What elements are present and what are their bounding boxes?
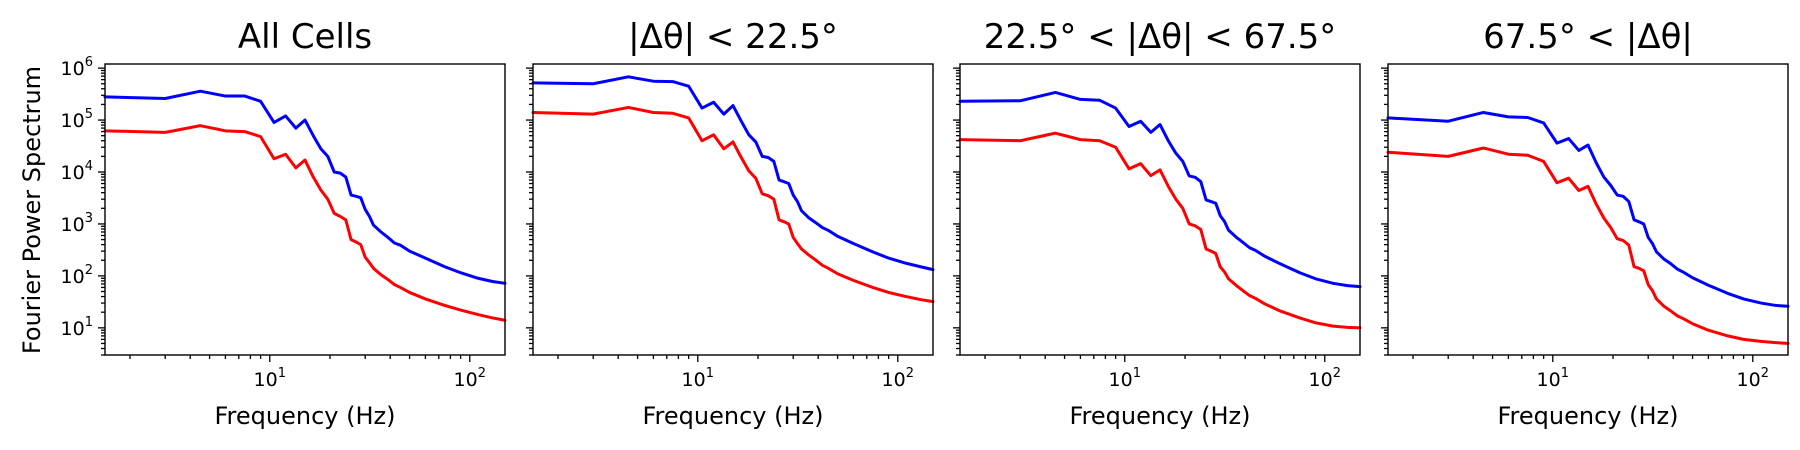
- series-line-blue: [531, 75, 935, 272]
- y-tick-label: 106: [61, 55, 93, 80]
- y-tick-label: 102: [61, 263, 93, 288]
- x-tick-label: 101: [1109, 366, 1141, 391]
- series-line-red: [531, 105, 935, 304]
- panel-2: |Δθ| < 22.5° 101 102 Frequency (Hz): [526, 17, 935, 430]
- series-line-red: [103, 124, 507, 322]
- plot-frame: [1387, 63, 1789, 356]
- series-line-blue: [958, 90, 1362, 289]
- panels: All Cells 101 102 103 104 105 106 101 102 Frequen…: [61, 17, 1790, 430]
- y-axis-label: Fourier Power Spectrum: [18, 66, 46, 354]
- series-line-red: [958, 131, 1362, 330]
- y-tick-label: 104: [61, 159, 93, 184]
- panel-4: 67.5° < |Δθ| 101 102 Frequency (Hz): [1381, 17, 1790, 430]
- panel-title: All Cells: [238, 17, 372, 57]
- x-tick-label: 102: [1737, 366, 1769, 391]
- panel-title: |Δθ| < 22.5°: [628, 17, 838, 57]
- series-line-blue: [1386, 110, 1790, 308]
- x-axis-label: Frequency (Hz): [643, 402, 824, 430]
- plot-frame: [959, 63, 1361, 356]
- panel-title: 22.5° < |Δθ| < 67.5°: [984, 17, 1337, 57]
- x-axis-label: Frequency (Hz): [1498, 402, 1679, 430]
- x-tick-label: 102: [1309, 366, 1341, 391]
- x-tick-label: 101: [682, 366, 714, 391]
- x-tick-label: 102: [454, 366, 486, 391]
- x-axis-label: Frequency (Hz): [1070, 402, 1251, 430]
- x-tick-label: 101: [1537, 366, 1569, 391]
- y-tick-label: 101: [61, 315, 93, 340]
- panel-3: 22.5° < |Δθ| < 67.5° 101 102 Frequency (Hz): [953, 17, 1362, 430]
- y-tick-label: 105: [61, 107, 93, 132]
- plot-frame: [104, 63, 506, 356]
- series-line-blue: [103, 89, 507, 285]
- panel-title: 67.5° < |Δθ|: [1483, 17, 1693, 57]
- x-tick-label: 101: [254, 366, 286, 391]
- series-line-red: [1386, 146, 1790, 345]
- panel-1: All Cells 101 102 103 104 105 106 101 102 Frequen…: [61, 17, 507, 430]
- y-tick-label: 103: [61, 211, 93, 236]
- x-axis-label: Frequency (Hz): [215, 402, 396, 430]
- plot-frame: [532, 63, 934, 356]
- x-tick-label: 102: [882, 366, 914, 391]
